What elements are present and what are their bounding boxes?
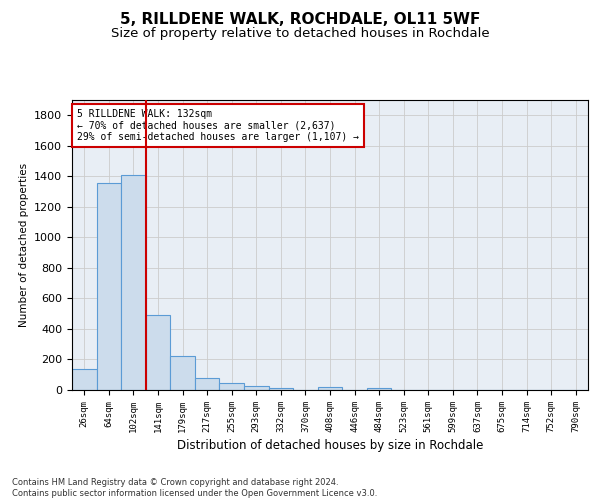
Text: 5 RILLDENE WALK: 132sqm
← 70% of detached houses are smaller (2,637)
29% of semi: 5 RILLDENE WALK: 132sqm ← 70% of detache… [77, 108, 359, 142]
Bar [220, 383, 244, 390]
Bar [367, 388, 391, 390]
Text: Size of property relative to detached houses in Rochdale: Size of property relative to detached ho… [110, 28, 490, 40]
Text: Contains HM Land Registry data © Crown copyright and database right 2024.
Contai: Contains HM Land Registry data © Crown c… [12, 478, 377, 498]
Bar [146, 315, 170, 390]
Bar [195, 378, 220, 390]
X-axis label: Distribution of detached houses by size in Rochdale: Distribution of detached houses by size … [177, 439, 483, 452]
Bar [269, 388, 293, 390]
Bar [244, 386, 269, 390]
Bar [318, 388, 342, 390]
Y-axis label: Number of detached properties: Number of detached properties [19, 163, 29, 327]
Bar [170, 356, 195, 390]
Bar [121, 175, 146, 390]
Text: 5, RILLDENE WALK, ROCHDALE, OL11 5WF: 5, RILLDENE WALK, ROCHDALE, OL11 5WF [120, 12, 480, 28]
Bar [72, 370, 97, 390]
Bar [97, 183, 121, 390]
